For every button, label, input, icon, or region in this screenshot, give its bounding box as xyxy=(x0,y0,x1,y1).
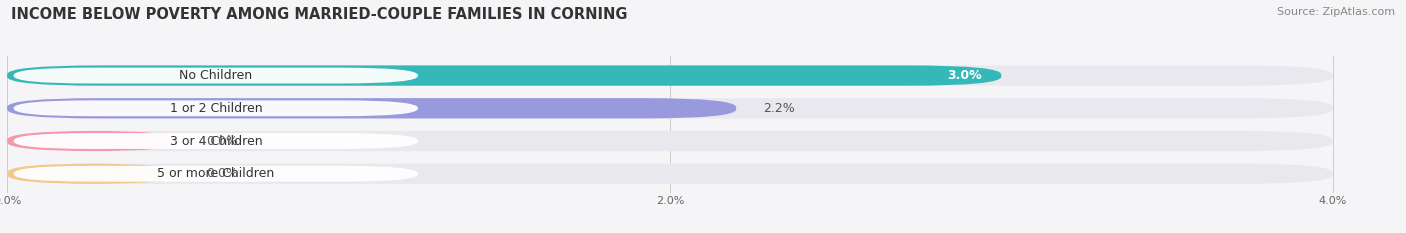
FancyBboxPatch shape xyxy=(7,131,1333,151)
FancyBboxPatch shape xyxy=(14,68,418,83)
Text: 1 or 2 Children: 1 or 2 Children xyxy=(170,102,262,115)
FancyBboxPatch shape xyxy=(7,65,1001,86)
FancyBboxPatch shape xyxy=(14,166,418,182)
FancyBboxPatch shape xyxy=(14,100,418,116)
Text: 2.2%: 2.2% xyxy=(762,102,794,115)
Text: 0.0%: 0.0% xyxy=(205,167,238,180)
FancyBboxPatch shape xyxy=(7,131,180,151)
FancyBboxPatch shape xyxy=(7,65,1333,86)
Text: INCOME BELOW POVERTY AMONG MARRIED-COUPLE FAMILIES IN CORNING: INCOME BELOW POVERTY AMONG MARRIED-COUPL… xyxy=(11,7,627,22)
FancyBboxPatch shape xyxy=(14,133,418,149)
Text: No Children: No Children xyxy=(179,69,253,82)
Text: 3 or 4 Children: 3 or 4 Children xyxy=(170,134,262,147)
FancyBboxPatch shape xyxy=(7,98,737,118)
Text: 5 or more Children: 5 or more Children xyxy=(157,167,274,180)
FancyBboxPatch shape xyxy=(7,164,180,184)
FancyBboxPatch shape xyxy=(7,98,1333,118)
FancyBboxPatch shape xyxy=(7,164,1333,184)
Text: 3.0%: 3.0% xyxy=(946,69,981,82)
Text: Source: ZipAtlas.com: Source: ZipAtlas.com xyxy=(1277,7,1395,17)
Text: 0.0%: 0.0% xyxy=(205,134,238,147)
